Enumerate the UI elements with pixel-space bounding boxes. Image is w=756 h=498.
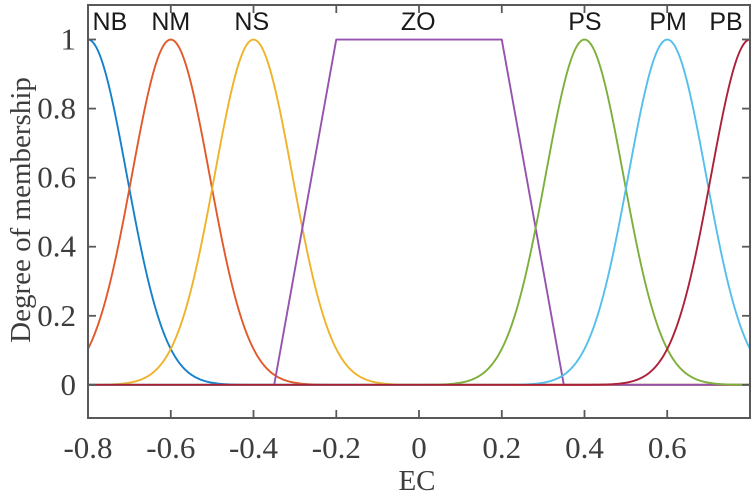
mf-label-ZO: ZO (401, 8, 436, 36)
x-tick-label: 0.6 (648, 430, 687, 465)
y-axis-label: Degree of membership (5, 77, 37, 343)
mf-label-PB: PB (709, 8, 742, 36)
x-tick-label: -0.8 (63, 430, 112, 465)
mf-label-NS: NS (234, 8, 269, 36)
mf-curve-PM (88, 38, 751, 386)
labels-layer: -0.8 -0.6 -0.4 -0.2 0 0.2 0.4 0.6 0 0.2 0.4 0.6 0.8 1… (37, 8, 742, 465)
mf-curve-PB (88, 38, 751, 386)
curves-layer (87, 38, 751, 386)
mf-label-NB: NB (93, 8, 128, 36)
mf-curve-NM (87, 38, 750, 386)
x-tick-label: 0.4 (565, 430, 604, 465)
x-axis-label: EC (398, 465, 435, 497)
y-tick-label: 0 (61, 367, 77, 402)
y-tick-label: 0.2 (37, 298, 76, 333)
x-tick-label: -0.2 (312, 430, 361, 465)
y-tick-label: 0.6 (37, 160, 76, 195)
mf-label-PS: PS (568, 8, 601, 36)
y-tick-label: 0.8 (37, 91, 76, 126)
x-tick-label: -0.6 (146, 430, 195, 465)
y-tick-label: 0.4 (37, 229, 76, 264)
x-tick-label: -0.4 (229, 430, 279, 465)
mf-label-NM: NM (151, 8, 190, 36)
x-tick-label: 0.2 (482, 430, 521, 465)
mf-curve-PS (88, 38, 751, 386)
mf-label-PM: PM (649, 8, 687, 36)
y-tick-label: 1 (61, 22, 77, 57)
x-tick-label: 0 (411, 430, 427, 465)
mf-curve-ZO (88, 38, 750, 386)
mf-curve-NB (87, 38, 750, 386)
mf-curve-NS (87, 38, 750, 386)
axes-layer (87, 4, 751, 419)
